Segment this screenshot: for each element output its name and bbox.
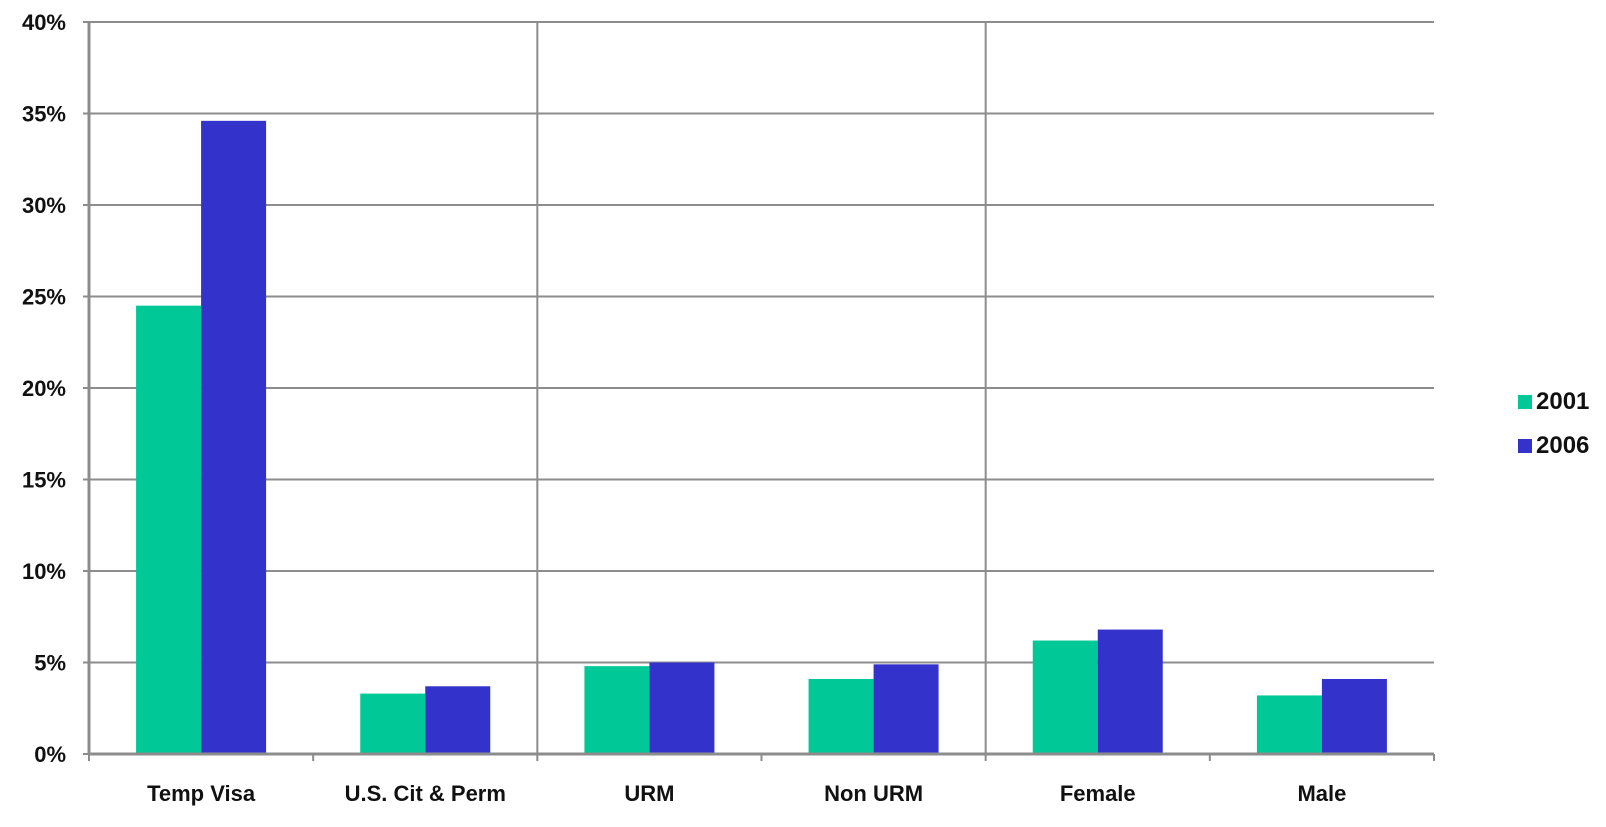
y-tick-labels: 0% 5% 10% 15% 20% 25% 30% 35% 40%: [22, 10, 66, 767]
y-tick-label-2: 10%: [22, 559, 66, 584]
gridlines: [89, 21, 1434, 755]
x-tick-label-0: Temp Visa: [147, 781, 256, 806]
y-tick-label-6: 30%: [22, 193, 66, 218]
bar-2001-0: [136, 305, 202, 754]
x-tick-label-5: Male: [1297, 781, 1346, 806]
y-tick-label-3: 15%: [22, 468, 66, 493]
legend-swatch-2001: [1518, 395, 1532, 409]
x-tick-label-1: U.S. Cit & Perm: [345, 781, 506, 806]
y-tick-label-7: 35%: [22, 102, 66, 127]
x-tick-label-4: Female: [1060, 781, 1136, 806]
bar-2001-2: [584, 666, 650, 754]
bar-2001-5: [1256, 695, 1322, 754]
bar-2001-4: [1032, 640, 1098, 754]
legend: 2001 2006: [1518, 380, 1589, 468]
bar-2006-3: [873, 664, 939, 754]
bar-2006-1: [425, 686, 491, 754]
bar-2006-2: [649, 662, 715, 754]
legend-label-2006: 2006: [1536, 432, 1590, 459]
legend-swatch-2006: [1518, 439, 1532, 453]
legend-label-2001: 2001: [1536, 388, 1590, 415]
bar-2006-4: [1097, 629, 1163, 754]
legend-item-2006: 2006: [1518, 424, 1589, 468]
axes: [83, 21, 1435, 761]
bar-2001-1: [360, 693, 426, 754]
y-tick-label-0: 0%: [34, 742, 66, 767]
bar-2006-0: [201, 120, 267, 754]
bar-2006-5: [1321, 678, 1387, 754]
y-tick-label-5: 25%: [22, 285, 66, 310]
x-tick-label-2: URM: [624, 781, 674, 806]
x-tick-label-3: Non URM: [824, 781, 923, 806]
legend-item-2001: 2001: [1518, 380, 1589, 424]
y-tick-label-1: 5%: [34, 651, 66, 676]
y-tick-label-8: 40%: [22, 10, 66, 35]
bars: [136, 120, 1387, 754]
x-tick-labels: Temp Visa U.S. Cit & Perm URM Non URM Female…: [147, 781, 1346, 806]
y-tick-label-4: 20%: [22, 376, 66, 401]
bar-2001-3: [808, 678, 874, 754]
